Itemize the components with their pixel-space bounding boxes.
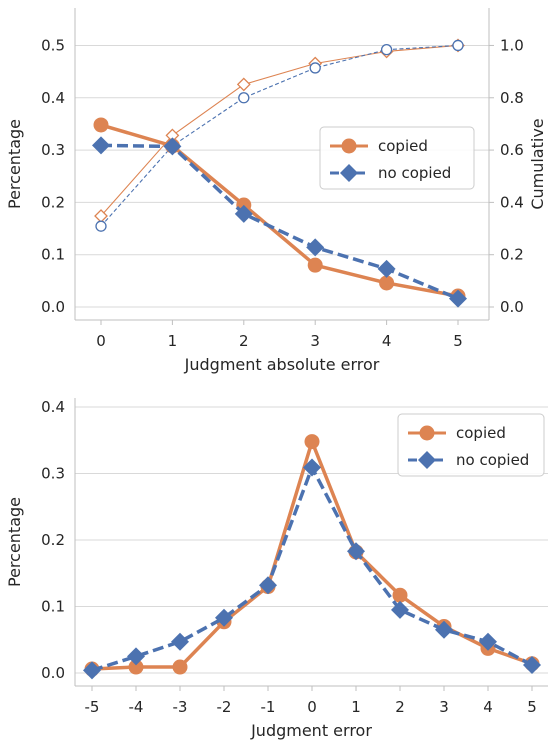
y2-tick-label: 0.2 <box>500 246 524 264</box>
y-tick-label: 0.0 <box>41 664 65 682</box>
data-point <box>435 620 453 639</box>
x-tick-label: 2 <box>395 698 405 716</box>
data-point <box>479 632 497 651</box>
data-point <box>379 275 395 291</box>
series-line <box>100 44 459 217</box>
legend-label-1: no copied <box>456 451 529 469</box>
data-point <box>303 458 321 477</box>
data-point <box>172 659 188 675</box>
y-tick-label: 0.5 <box>41 36 65 54</box>
legend-label-1: no copied <box>378 164 451 182</box>
x-tick-label: 2 <box>239 332 249 350</box>
x-tick-label: 5 <box>453 332 463 350</box>
data-point <box>238 92 250 104</box>
x-tick-label: -3 <box>173 698 188 716</box>
y2-tick-label: 0.4 <box>500 193 524 211</box>
y-tick-label: 0.2 <box>41 193 65 211</box>
x-tick-label: 4 <box>483 698 493 716</box>
y2-axis-title: Cumulative <box>528 118 547 209</box>
data-point <box>306 238 325 257</box>
y-tick-label: 0.2 <box>41 531 65 549</box>
y2-tick-label: 1.0 <box>500 36 524 54</box>
data-point <box>347 542 365 561</box>
legend: copied no copied <box>397 413 545 477</box>
data-point <box>380 43 393 56</box>
legend-marker-1 <box>418 451 436 469</box>
data-point <box>128 659 144 675</box>
chart-1: 0.0 0.1 0.2 0.3 0.4 0.5 0.0 0.2 0.4 0.6 0.8 1.0 0 1 2 3… <box>5 8 547 374</box>
data-point <box>304 434 320 450</box>
x-tick-label: -2 <box>217 698 232 716</box>
y-tick-label: 0.3 <box>41 141 65 159</box>
legend-label-0: copied <box>378 137 428 155</box>
y-tick-label: 0.1 <box>41 246 65 264</box>
legend-label-0: copied <box>456 424 506 442</box>
data-point <box>392 587 408 603</box>
x-tick-label: 1 <box>168 332 178 350</box>
y-axis-title: Percentage <box>5 119 24 209</box>
chart-2: 0.0 0.1 0.2 0.3 0.4 -5 -4 -3 -2 -1 0 1 2 3 4 5 Judgment … <box>5 398 548 740</box>
x-tick-label: -5 <box>85 698 100 716</box>
x-tick-label: 3 <box>310 332 320 350</box>
y-tick-label: 0.1 <box>41 598 65 616</box>
y-tick-label: 0.3 <box>41 465 65 483</box>
data-point <box>259 576 277 595</box>
y-axis-title: Percentage <box>5 497 24 587</box>
series-line <box>100 143 459 301</box>
data-point <box>307 257 323 273</box>
legend-marker-1 <box>340 164 358 182</box>
series-line <box>100 123 459 298</box>
y2-tick-label: 0.8 <box>500 89 524 107</box>
x-axis-title: Judgment absolute error <box>184 355 380 374</box>
data-point <box>93 117 109 133</box>
x-tick-label: 0 <box>96 332 106 350</box>
x-tick-label: 1 <box>351 698 361 716</box>
data-point <box>452 39 464 52</box>
data-point <box>377 259 396 278</box>
data-point <box>163 137 182 156</box>
y2-tick-label: 0.6 <box>500 141 524 159</box>
data-point <box>236 77 251 92</box>
x-axis-title: Judgment error <box>250 721 372 740</box>
y2-tick-label: 0.0 <box>500 298 524 316</box>
y-tick-label: 0.0 <box>41 298 65 316</box>
legend-marker-0 <box>341 138 357 154</box>
data-point <box>171 632 189 651</box>
data-point <box>523 656 541 675</box>
x-tick-label: 3 <box>439 698 449 716</box>
y-tick-label: 0.4 <box>41 89 65 107</box>
x-tick-label: 5 <box>527 698 537 716</box>
series-no-copied <box>92 136 467 308</box>
data-point <box>449 289 467 308</box>
series-no-copied <box>83 458 541 680</box>
gridlines <box>75 44 489 308</box>
data-point <box>215 608 233 627</box>
data-point <box>391 600 409 619</box>
data-point <box>234 204 253 223</box>
legend: copied no copied <box>319 126 475 190</box>
x-tick-label: 0 <box>307 698 317 716</box>
data-point <box>95 220 107 232</box>
x-tick-label: -4 <box>129 698 144 716</box>
data-point <box>92 136 110 155</box>
x-tick-label: 4 <box>382 332 392 350</box>
data-point <box>83 661 101 680</box>
data-point <box>309 62 321 74</box>
x-tick-label: -1 <box>261 698 276 716</box>
y-tick-label: 0.4 <box>41 398 65 416</box>
series-line <box>91 465 533 673</box>
legend-marker-0 <box>419 425 435 441</box>
data-point <box>127 647 145 666</box>
